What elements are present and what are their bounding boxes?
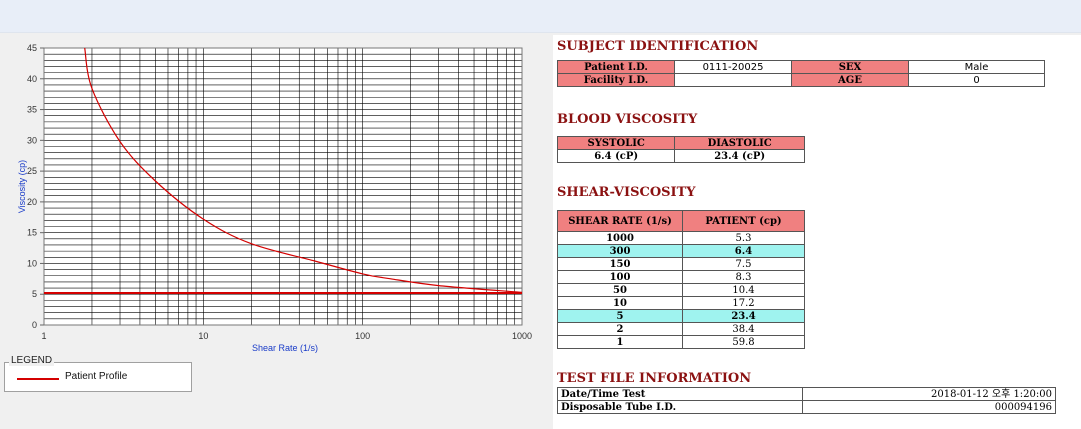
patient-value-cell: 38.4 — [682, 322, 805, 336]
legend-title: LEGEND — [9, 355, 55, 366]
shear-row: 100 8.3 — [557, 270, 805, 284]
plot-area — [44, 48, 522, 325]
patient-value-cell: 59.8 — [682, 335, 805, 349]
shear-rate-cell: 2 — [557, 322, 683, 336]
shear-row: 5 23.4 — [557, 309, 805, 323]
shear-rate-cell: 1 — [557, 335, 683, 349]
systolic-label: SYSTOLIC — [556, 136, 676, 150]
diastolic-value: 23.4 (cP) — [674, 149, 805, 163]
shear-rate-header: SHEAR RATE (1/s) — [557, 210, 683, 232]
systolic-value: 6.4 (cP) — [556, 149, 676, 163]
date-time-value: 2018-01-12 오후 1:20:00 — [802, 387, 1056, 401]
viscosity-chart: 0 5 10 15 20 25 30 35 40 45 1 10 100 1000 Shear Rate (… — [0, 35, 550, 355]
plot-border — [43, 47, 523, 326]
patient-value-cell: 23.4 — [682, 309, 805, 323]
shear-row: 50 10.4 — [557, 283, 805, 297]
y-tick-label: 15 — [27, 228, 37, 238]
shear-rate-cell: 300 — [557, 244, 683, 258]
age-value: 0 — [908, 73, 1045, 87]
y-tick-label: 20 — [27, 197, 37, 207]
patient-id-label: Patient I.D. — [557, 60, 675, 74]
shear-row: 10 17.2 — [557, 296, 805, 310]
patient-id-value: 0111-20025 — [674, 60, 792, 74]
patient-value-cell: 6.4 — [682, 244, 805, 258]
legend-item-label: Patient Profile — [65, 371, 128, 382]
patient-value-cell: 8.3 — [682, 270, 805, 284]
sex-value: Male — [908, 60, 1045, 74]
tube-id-value: 000094196 — [802, 400, 1056, 414]
shear-row: 1000 5.3 — [557, 231, 805, 245]
shear-row: 300 6.4 — [557, 244, 805, 258]
shear-heading: SHEAR-VISCOSITY — [557, 185, 696, 200]
facility-id-value — [674, 73, 792, 87]
y-tick-label: 45 — [27, 43, 37, 53]
x-tick-label: 1000 — [512, 331, 532, 341]
legend-swatch — [17, 378, 59, 380]
shear-rate-cell: 1000 — [557, 231, 683, 245]
shear-rate-cell: 50 — [557, 283, 683, 297]
y-tick-label: 25 — [27, 166, 37, 176]
diastolic-label: DIASTOLIC — [674, 136, 805, 150]
shear-row: 2 38.4 — [557, 322, 805, 336]
shear-rate-cell: 100 — [557, 270, 683, 284]
date-time-label: Date/Time Test — [557, 387, 803, 401]
patient-value-cell: 7.5 — [682, 257, 805, 271]
blood-heading: BLOOD VISCOSITY — [557, 112, 698, 127]
age-label: AGE — [791, 73, 909, 87]
patient-value-cell: 17.2 — [682, 296, 805, 310]
shear-rate-cell: 10 — [557, 296, 683, 310]
report-panel: SUBJECT IDENTIFICATION Patient I.D. 0111… — [553, 35, 1081, 429]
patient-value-cell: 10.4 — [682, 283, 805, 297]
subject-heading: SUBJECT IDENTIFICATION — [557, 39, 759, 54]
subject-table: Patient I.D. 0111-20025 SEX Male Facilit… — [557, 60, 1045, 87]
shear-rate-cell: 5 — [557, 309, 683, 323]
shear-table: SHEAR RATE (1/s) PATIENT (cp) 1000 5.3 300… — [557, 210, 805, 349]
y-tick-label: 5 — [32, 289, 37, 299]
facility-id-label: Facility I.D. — [557, 73, 675, 87]
x-tick-label: 10 — [198, 331, 208, 341]
test-file-table: Date/Time Test 2018-01-12 오후 1:20:00 Dis… — [557, 387, 1056, 414]
x-axis-label: Shear Rate (1/s) — [252, 343, 318, 353]
x-tick-label: 100 — [355, 331, 370, 341]
y-tick-label: 30 — [27, 135, 37, 145]
x-tick-label: 1 — [41, 331, 46, 341]
series-patient-profile-line — [84, 47, 523, 293]
shear-row: 150 7.5 — [557, 257, 805, 271]
top-bar — [0, 0, 1081, 33]
shear-row: 1 59.8 — [557, 335, 805, 349]
sex-label: SEX — [791, 60, 909, 74]
y-tick-label: 0 — [32, 320, 37, 330]
y-tick-label: 35 — [27, 105, 37, 115]
shear-rate-cell: 150 — [557, 257, 683, 271]
patient-header: PATIENT (cp) — [682, 210, 805, 232]
legend-box: LEGEND Patient Profile — [4, 355, 192, 392]
test-file-heading: TEST FILE INFORMATION — [557, 371, 752, 386]
y-tick-label: 10 — [27, 258, 37, 268]
tube-id-label: Disposable Tube I.D. — [557, 400, 803, 414]
y-axis-label: Viscosity (cp) — [17, 160, 27, 213]
y-tick-label: 40 — [27, 74, 37, 84]
blood-table: SYSTOLIC DIASTOLIC 6.4 (cP) 23.4 (cP) — [556, 136, 805, 163]
patient-value-cell: 5.3 — [682, 231, 805, 245]
